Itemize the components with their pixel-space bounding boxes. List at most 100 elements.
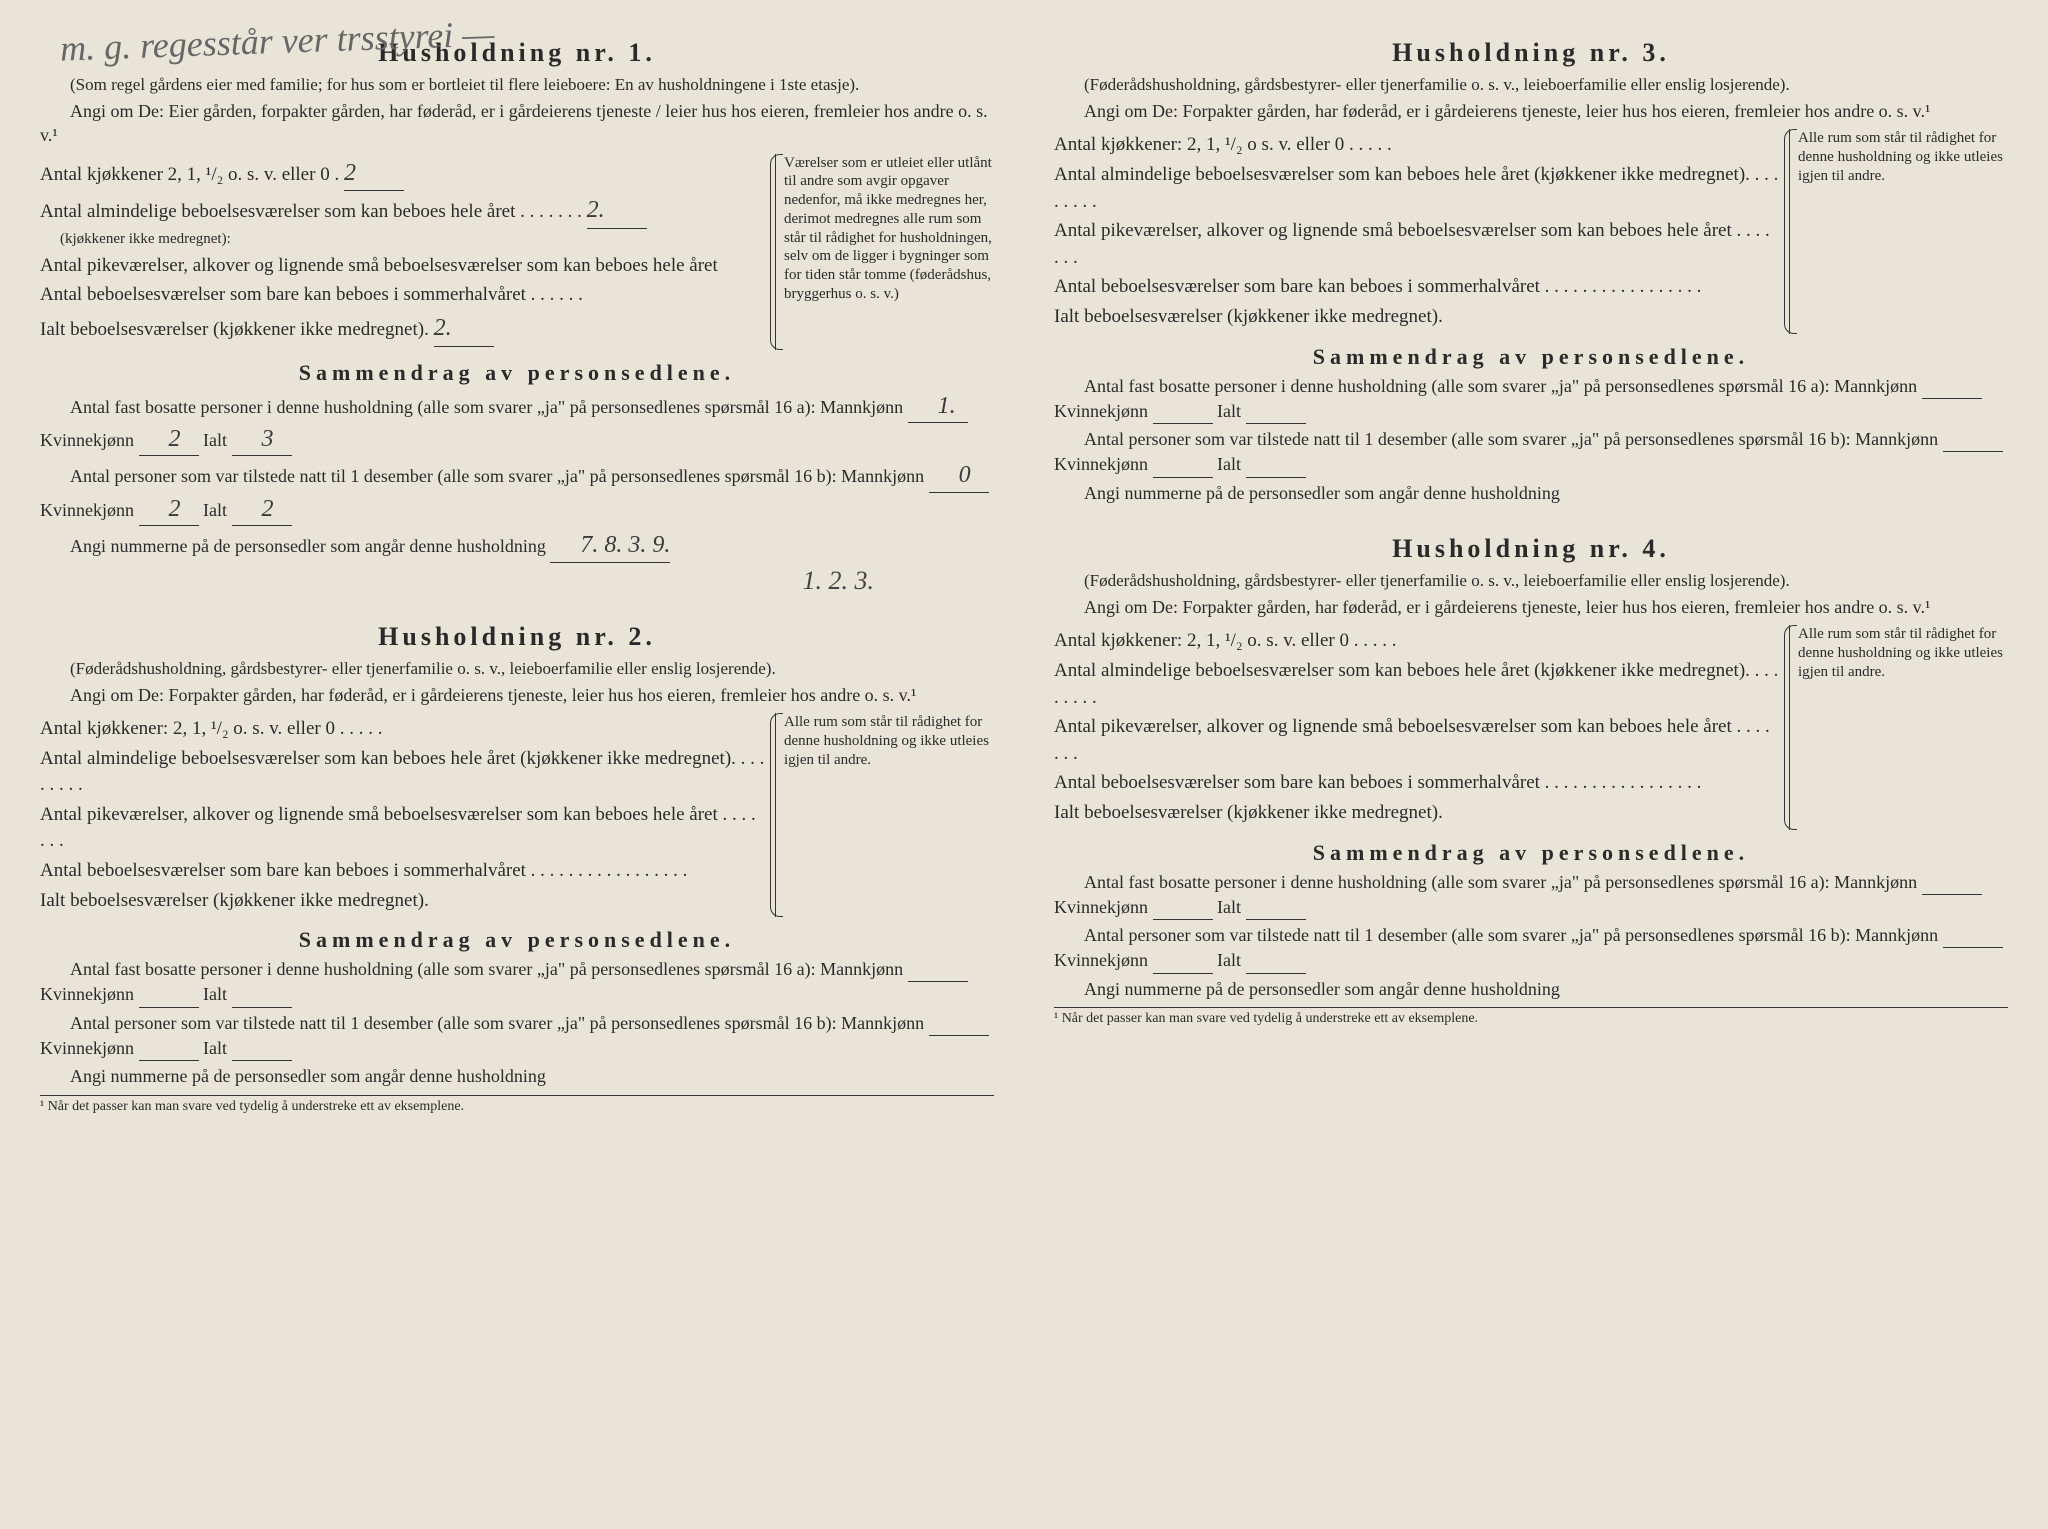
h2-sum2-m [929, 1011, 989, 1036]
h1-sum1-k: 2 [139, 423, 199, 456]
census-form-page: m. g. regesstår ver trsstyrei — Husholdn… [0, 0, 2048, 1529]
household-2-left-lines: Antal kjøkkener: 2, 1, ¹/₂ o. s. v. elle… [40, 713, 765, 917]
h4-sum1-i [1246, 895, 1306, 920]
h4-sum1-k [1153, 895, 1213, 920]
h2-sum1-klabel: Kvinnekjønn [40, 984, 134, 1004]
household-2-heading: Husholdning nr. 2. [40, 622, 994, 652]
h3-sum1-ilabel: Ialt [1217, 401, 1241, 421]
household-3-heading: Husholdning nr. 3. [1054, 38, 2008, 68]
household-1-angi: Angi om De: Eier gården, forpakter gårde… [40, 99, 994, 148]
h1-pike: Antal pikeværelser, alkover og lignende … [40, 253, 765, 280]
h2-sum1-i [232, 982, 292, 1007]
household-2: Husholdning nr. 2. (Føderådshusholdning,… [40, 614, 994, 1115]
h2-sum2-i [232, 1036, 292, 1061]
h1-ialt: Ialt beboelsesværelser (kjøkkener ikke m… [40, 312, 765, 347]
h3-sum1-klabel: Kvinnekjønn [1054, 401, 1148, 421]
h4-sum2-k [1153, 948, 1213, 973]
household-4-angi: Angi om De: Forpakter gården, har føderå… [1054, 595, 2008, 619]
h3-ialt: Ialt beboelsesværelser (kjøkkener ikke m… [1054, 304, 1779, 331]
h2-summary-heading: Sammendrag av personsedlene. [40, 927, 994, 953]
h2-sum2-klabel: Kvinnekjønn [40, 1038, 134, 1058]
h2-kjokkener: Antal kjøkkener: 2, 1, ¹/₂ o. s. v. elle… [40, 716, 765, 743]
h3-sum1-text: Antal fast bosatte personer i denne hush… [1084, 376, 1917, 396]
h1-kjokkener-label: Antal kjøkkener 2, 1, ¹/₂ o. s. v. eller… [40, 164, 339, 185]
household-1: Husholdning nr. 1. (Som regel gårdens ei… [40, 30, 994, 596]
h1-sum2-ilabel: Ialt [203, 500, 227, 520]
h1-summary-heading: Sammendrag av personsedlene. [40, 360, 994, 386]
right-column: Husholdning nr. 3. (Føderådshusholdning,… [1054, 30, 2008, 1509]
h2-sum2-k [139, 1036, 199, 1061]
h3-sum2-klabel: Kvinnekjønn [1054, 454, 1148, 474]
h3-right-note: Alle rum som står til rådighet for denne… [1789, 129, 2008, 333]
household-4: Husholdning nr. 4. (Føderådshusholdning,… [1054, 526, 2008, 1027]
h3-sum1-k [1153, 399, 1213, 424]
h1-sum2-k: 2 [139, 493, 199, 526]
h1-kjokkener-value: 2 [344, 157, 404, 192]
h2-ialt: Ialt beboelsesværelser (kjøkkener ikke m… [40, 888, 765, 915]
h4-footnote: ¹ Når det passer kan man svare ved tydel… [1054, 1007, 2008, 1027]
h4-sum2-ilabel: Ialt [1217, 950, 1241, 970]
left-column: Husholdning nr. 1. (Som regel gårdens ei… [40, 30, 994, 1509]
h2-sum1-text: Antal fast bosatte personer i denne hush… [70, 959, 903, 979]
household-4-intro: (Føderådshusholdning, gårdsbestyrer- ell… [1054, 570, 2008, 592]
h4-almindelige: Antal almindelige beboelsesværelser som … [1054, 658, 1779, 711]
household-3-left-lines: Antal kjøkkener: 2, 1, ¹/₂ o s. v. eller… [1054, 129, 1779, 333]
h3-pike: Antal pikeværelser, alkover og lignende … [1054, 218, 1779, 271]
h4-sum2: Antal personer som var tilstede natt til… [1054, 923, 2008, 974]
h2-sum1-k [139, 982, 199, 1007]
h1-kjokkener: Antal kjøkkener 2, 1, ¹/₂ o. s. v. eller… [40, 157, 765, 192]
household-4-left-lines: Antal kjøkkener: 2, 1, ¹/₂ o. s. v. elle… [1054, 625, 1779, 829]
h1-sum2-m: 0 [929, 459, 989, 492]
h1-angi-nummer: Angi nummerne på de personsedler som ang… [40, 529, 994, 562]
h2-sum2-text: Antal personer som var tilstede natt til… [70, 1013, 924, 1033]
h1-almindelige-label: Antal almindelige beboelsesværelser som … [40, 201, 582, 222]
h4-pike: Antal pikeværelser, alkover og lignende … [1054, 714, 1779, 767]
h1-sum2-text: Antal personer som var tilstede natt til… [70, 466, 924, 486]
h1-sum2-klabel: Kvinnekjønn [40, 500, 134, 520]
h1-sum1-ilabel: Ialt [203, 430, 227, 450]
h3-kjokkener: Antal kjøkkener: 2, 1, ¹/₂ o s. v. eller… [1054, 132, 1779, 159]
h1-sommer: Antal beboelsesværelser som bare kan beb… [40, 282, 765, 309]
h1-sum2: Antal personer som var tilstede natt til… [40, 459, 994, 526]
h2-angi-nummer: Angi nummerne på de personsedler som ang… [40, 1064, 994, 1088]
h1-almindelige: Antal almindelige beboelsesværelser som … [40, 194, 765, 250]
household-1-intro: (Som regel gårdens eier med familie; for… [40, 74, 994, 96]
household-4-heading: Husholdning nr. 4. [1054, 534, 2008, 564]
h4-sum2-i [1246, 948, 1306, 973]
h3-angi-nummer: Angi nummerne på de personsedler som ang… [1054, 481, 2008, 505]
h2-sum1-m [908, 957, 968, 982]
h3-sum2-text: Antal personer som var tilstede natt til… [1084, 429, 1938, 449]
h3-sum2-k [1153, 452, 1213, 477]
h1-almindelige-value: 2. [587, 194, 647, 229]
h2-sum2-ilabel: Ialt [203, 1038, 227, 1058]
h4-ialt: Ialt beboelsesværelser (kjøkkener ikke m… [1054, 800, 1779, 827]
h1-sum1: Antal fast bosatte personer i denne hush… [40, 390, 994, 457]
h1-angi-nummer-val: 7. 8. 3. 9. [550, 529, 670, 562]
h3-sum2: Antal personer som var tilstede natt til… [1054, 427, 2008, 478]
h3-sum2-m [1943, 427, 2003, 452]
h1-right-note: Værelser som er utleiet eller utlånt til… [775, 154, 994, 350]
h1-ialt-value: 2. [434, 312, 494, 347]
h3-sum1-i [1246, 399, 1306, 424]
h4-sommer: Antal beboelsesværelser som bare kan beb… [1054, 770, 1779, 797]
h4-sum1-m [1922, 870, 1982, 895]
h2-footnote: ¹ Når det passer kan man svare ved tydel… [40, 1095, 994, 1115]
h2-sum1: Antal fast bosatte personer i denne hush… [40, 957, 994, 1008]
h4-sum2-text: Antal personer som var tilstede natt til… [1084, 925, 1938, 945]
h2-sum1-ilabel: Ialt [203, 984, 227, 1004]
household-3: Husholdning nr. 3. (Føderådshusholdning,… [1054, 30, 2008, 508]
h2-right-note: Alle rum som står til rådighet for denne… [775, 713, 994, 917]
h4-sum2-m [1943, 923, 2003, 948]
h3-sum2-ilabel: Ialt [1217, 454, 1241, 474]
h1-almindelige-note: (kjøkkener ikke medregnet): [40, 229, 765, 250]
h3-sommer: Antal beboelsesværelser som bare kan beb… [1054, 274, 1779, 301]
h2-pike: Antal pikeværelser, alkover og lignende … [40, 802, 765, 855]
h4-sum2-klabel: Kvinnekjønn [1054, 950, 1148, 970]
household-2-angi: Angi om De: Forpakter gården, har føderå… [40, 683, 994, 707]
h1-sum1-klabel: Kvinnekjønn [40, 430, 134, 450]
h3-sum1-m [1922, 374, 1982, 399]
h4-sum1-klabel: Kvinnekjønn [1054, 897, 1148, 917]
h1-hw-below: 1. 2. 3. [40, 566, 874, 596]
household-3-angi: Angi om De: Forpakter gården, har føderå… [1054, 99, 2008, 123]
h4-angi-nummer: Angi nummerne på de personsedler som ang… [1054, 977, 2008, 1001]
